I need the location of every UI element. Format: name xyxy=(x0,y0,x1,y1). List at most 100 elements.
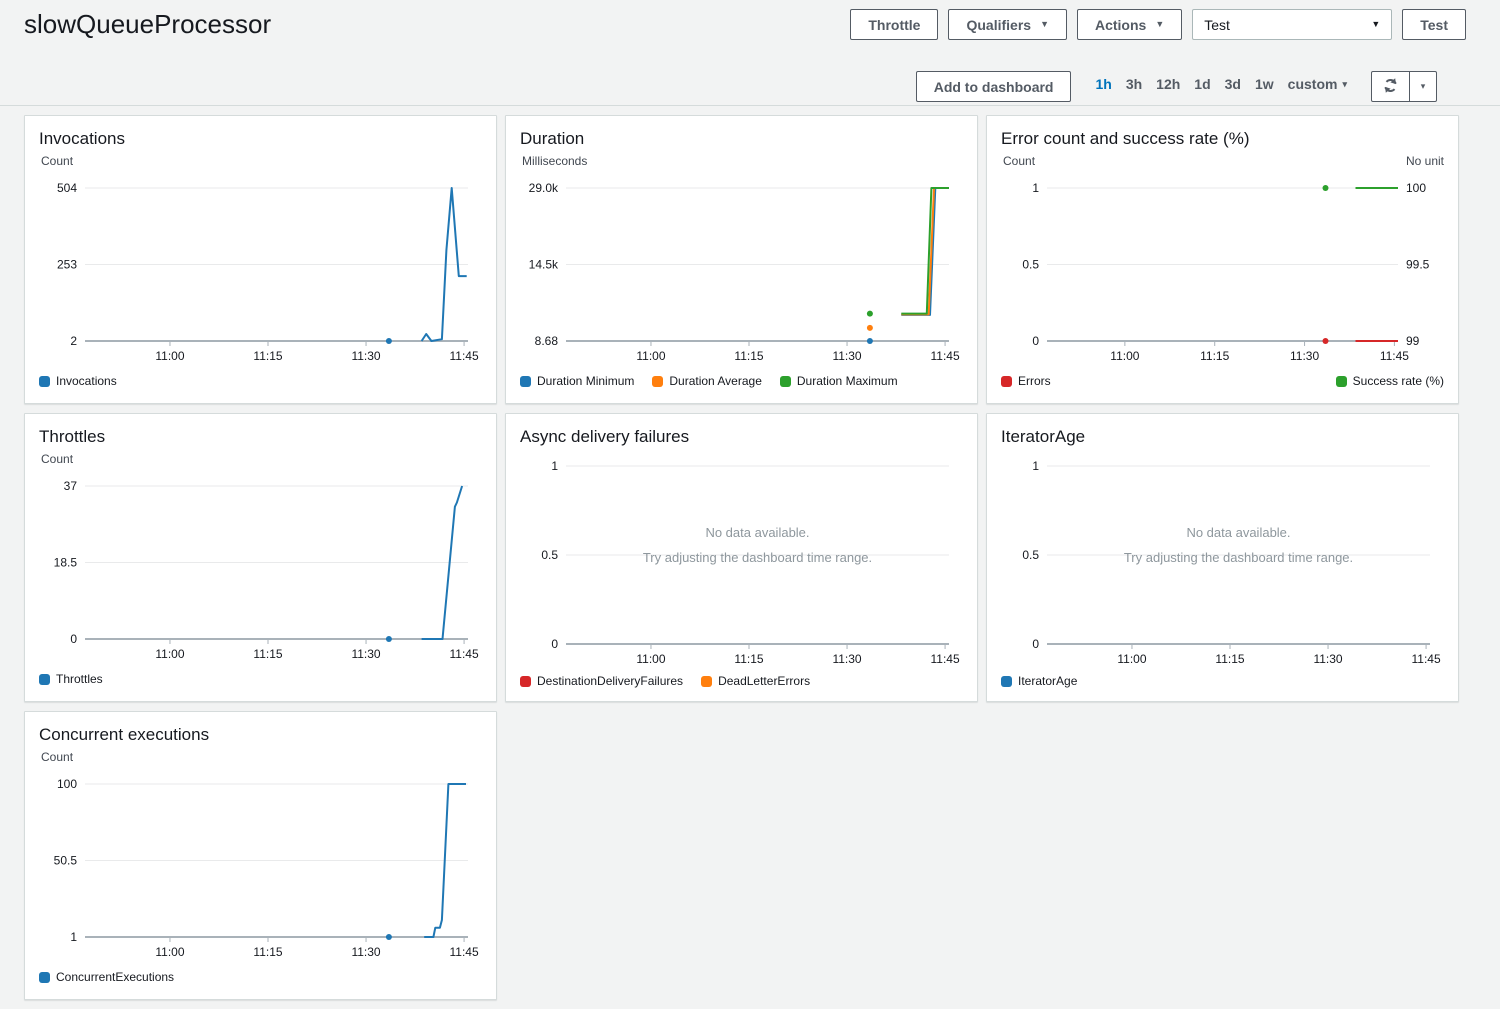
svg-text:0: 0 xyxy=(1032,334,1039,348)
svg-text:11:00: 11:00 xyxy=(155,647,184,661)
legend-label: IteratorAge xyxy=(1018,674,1078,688)
svg-text:0: 0 xyxy=(70,632,77,646)
legend-label: DestinationDeliveryFailures xyxy=(537,674,684,688)
svg-text:99.5: 99.5 xyxy=(1406,258,1430,272)
monitoring-toolbar: Add to dashboard 1h 3h 12h 1d 3d 1w cust… xyxy=(0,67,1500,106)
unit-row: Count xyxy=(39,452,482,470)
svg-text:Try adjusting the dashboard ti: Try adjusting the dashboard time range. xyxy=(1124,550,1353,565)
legend-label: DeadLetterErrors xyxy=(718,674,811,688)
chevron-down-icon: ▼ xyxy=(1371,19,1381,29)
time-range-selector: 1h 3h 12h 1d 3d 1w custom ▾ xyxy=(1095,76,1347,92)
time-range-1h[interactable]: 1h xyxy=(1095,76,1112,92)
svg-text:11:30: 11:30 xyxy=(1313,652,1342,666)
time-range-12h[interactable]: 12h xyxy=(1156,76,1181,92)
chevron-down-icon: ▼ xyxy=(1155,19,1165,29)
test-button[interactable]: Test xyxy=(1402,9,1466,40)
legend-item-duration-maximum[interactable]: Duration Maximum xyxy=(779,374,898,388)
y-axis-unit-left: Milliseconds xyxy=(522,154,588,168)
qualifiers-dropdown-button[interactable]: Qualifiers ▼ xyxy=(948,9,1067,40)
chart-plot[interactable]: 504 253 2 11:00 11:15 11:30 11:45 xyxy=(39,174,484,370)
legend-item-success-rate[interactable]: Success rate (%) xyxy=(1335,374,1444,388)
svg-text:11:45: 11:45 xyxy=(931,349,960,363)
time-range-1w[interactable]: 1w xyxy=(1254,76,1274,92)
refresh-options-button[interactable]: ▾ xyxy=(1409,71,1437,102)
chart-legend: IteratorAge xyxy=(1001,674,1444,688)
add-to-dashboard-button[interactable]: Add to dashboard xyxy=(915,71,1072,102)
legend-item-iteratorage[interactable]: IteratorAge xyxy=(1001,674,1077,688)
svg-text:11:45: 11:45 xyxy=(450,945,479,959)
svg-text:2: 2 xyxy=(70,334,77,348)
svg-text:11:15: 11:15 xyxy=(253,945,282,959)
svg-text:11:45: 11:45 xyxy=(931,652,960,666)
svg-text:11:00: 11:00 xyxy=(155,945,184,959)
legend-item-invocations[interactable]: Invocations xyxy=(39,374,117,388)
svg-text:11:45: 11:45 xyxy=(1380,349,1409,363)
unit-row: Milliseconds xyxy=(520,154,963,172)
actions-dropdown-button[interactable]: Actions ▼ xyxy=(1076,9,1183,40)
svg-text:11:00: 11:00 xyxy=(1110,349,1139,363)
chart-panel-duration: Duration Milliseconds 29.0k 14.5k 8.68 11:0… xyxy=(505,115,978,404)
legend-swatch xyxy=(39,673,50,685)
svg-text:0.5: 0.5 xyxy=(1022,548,1039,562)
chart-plot[interactable]: 1 100 0.5 99.5 0 99 11:00 11:15 11:30 11:45 xyxy=(1001,174,1446,370)
legend-item-deadlettererrors[interactable]: DeadLetterErrors xyxy=(701,674,810,688)
chart-plot[interactable]: 37 18.5 0 11:00 11:15 11:30 11:45 xyxy=(39,472,484,668)
legend-label: Invocations xyxy=(56,374,117,388)
chart-title: Throttles xyxy=(39,427,106,446)
chevron-down-icon: ▾ xyxy=(1420,81,1426,91)
svg-text:100: 100 xyxy=(57,777,77,791)
svg-text:504: 504 xyxy=(57,181,77,195)
legend-label: Throttles xyxy=(56,672,103,686)
qualifiers-button-label: Qualifiers xyxy=(966,16,1032,33)
svg-text:11:15: 11:15 xyxy=(1215,652,1244,666)
legend-item-errors[interactable]: Errors xyxy=(1001,374,1051,388)
time-range-3d[interactable]: 3d xyxy=(1224,76,1241,92)
time-range-custom[interactable]: custom ▾ xyxy=(1288,76,1347,92)
svg-text:1: 1 xyxy=(1032,181,1039,195)
y-axis-unit-left: Count xyxy=(41,154,74,168)
chart-panel-invocations: Invocations Count 504 253 2 11:00 11:15 11:30… xyxy=(24,115,497,404)
legend-item-throttles[interactable]: Throttles xyxy=(39,672,103,686)
time-range-1d[interactable]: 1d xyxy=(1194,76,1211,92)
charts-grid: Invocations Count 504 253 2 11:00 11:15 11:30… xyxy=(24,115,1476,1000)
throttle-button[interactable]: Throttle xyxy=(850,9,939,40)
legend-swatch xyxy=(1001,375,1012,387)
chart-plot[interactable]: 1 0.5 0 11:00 11:15 11:30 11:45 No data availab… xyxy=(520,452,965,670)
refresh-button[interactable] xyxy=(1371,71,1410,102)
svg-text:No data available.: No data available. xyxy=(1186,525,1290,540)
chart-title: Duration xyxy=(520,129,585,148)
unit-row: Count No unit xyxy=(1001,154,1444,172)
legend-item-duration-minimum[interactable]: Duration Minimum xyxy=(520,374,634,388)
svg-text:1: 1 xyxy=(551,459,558,473)
y-axis-unit-right: No unit xyxy=(1405,154,1444,168)
svg-text:11:15: 11:15 xyxy=(734,349,763,363)
time-range-3h[interactable]: 3h xyxy=(1125,76,1143,92)
chart-title: Async delivery failures xyxy=(520,427,690,446)
svg-text:11:00: 11:00 xyxy=(636,349,665,363)
legend-label: Duration Average xyxy=(669,374,762,388)
throttle-button-label: Throttle xyxy=(868,16,921,33)
legend-item-duration-average[interactable]: Duration Average xyxy=(652,374,762,388)
svg-text:11:30: 11:30 xyxy=(351,647,380,661)
svg-text:99: 99 xyxy=(1406,334,1420,348)
svg-text:11:00: 11:00 xyxy=(155,349,184,363)
svg-text:37: 37 xyxy=(64,479,78,493)
legend-item-concurrentexecutions[interactable]: ConcurrentExecutions xyxy=(39,970,174,984)
svg-text:11:30: 11:30 xyxy=(351,349,380,363)
chart-legend: Invocations xyxy=(39,374,482,388)
chart-panel-iterator-age: IteratorAge 1 0.5 0 11:00 11:15 11:30 11:45 No … xyxy=(986,413,1459,702)
svg-text:50.5: 50.5 xyxy=(54,854,78,868)
header-actions: Throttle Qualifiers ▼ Actions ▼ Test ▼ T… xyxy=(850,9,1466,40)
chart-plot[interactable]: 29.0k 14.5k 8.68 11:00 11:15 11:30 11:45 xyxy=(520,174,965,370)
function-header: slowQueueProcessor Throttle Qualifiers ▼… xyxy=(0,0,1500,46)
test-event-select[interactable]: Test ▼ xyxy=(1192,9,1393,40)
chart-title: Invocations xyxy=(39,129,125,148)
svg-text:253: 253 xyxy=(57,258,77,272)
chart-legend: Throttles xyxy=(39,672,482,686)
svg-text:11:15: 11:15 xyxy=(253,349,282,363)
legend-item-destinationdeliveryfailures[interactable]: DestinationDeliveryFailures xyxy=(520,674,683,688)
legend-label: Duration Maximum xyxy=(796,374,898,388)
unit-row: Count xyxy=(39,154,482,172)
chart-plot[interactable]: 100 50.5 1 11:00 11:15 11:30 11:45 xyxy=(39,770,484,966)
chart-plot[interactable]: 1 0.5 0 11:00 11:15 11:30 11:45 No data availab… xyxy=(1001,452,1446,670)
